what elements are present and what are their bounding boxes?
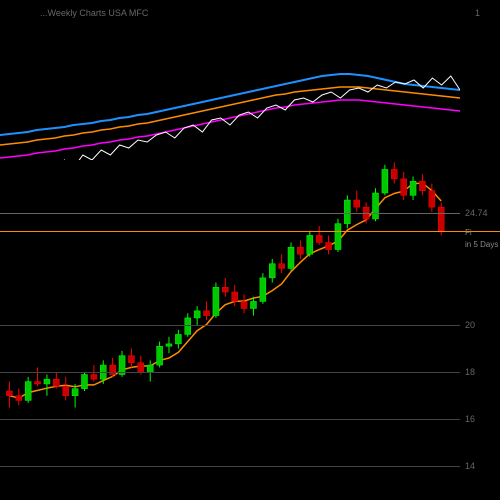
grid-label: 24.74 <box>465 208 488 218</box>
header-left: ...Weekly Charts USA MFC <box>40 8 148 18</box>
grid-line <box>0 213 460 214</box>
grid-label: 16 <box>465 414 475 424</box>
grid-label: 20 <box>465 320 475 330</box>
grid-line <box>0 419 460 420</box>
grid-line <box>0 325 460 326</box>
side-label: Fi <box>465 228 472 237</box>
side-label: in 5 Days <box>465 240 498 249</box>
grid-label: 14 <box>465 461 475 471</box>
last-close-line <box>0 231 500 232</box>
header-right: 1 <box>475 8 480 18</box>
grid-line <box>0 372 460 373</box>
grid-label: 18 <box>465 367 475 377</box>
grid-line <box>0 466 460 467</box>
